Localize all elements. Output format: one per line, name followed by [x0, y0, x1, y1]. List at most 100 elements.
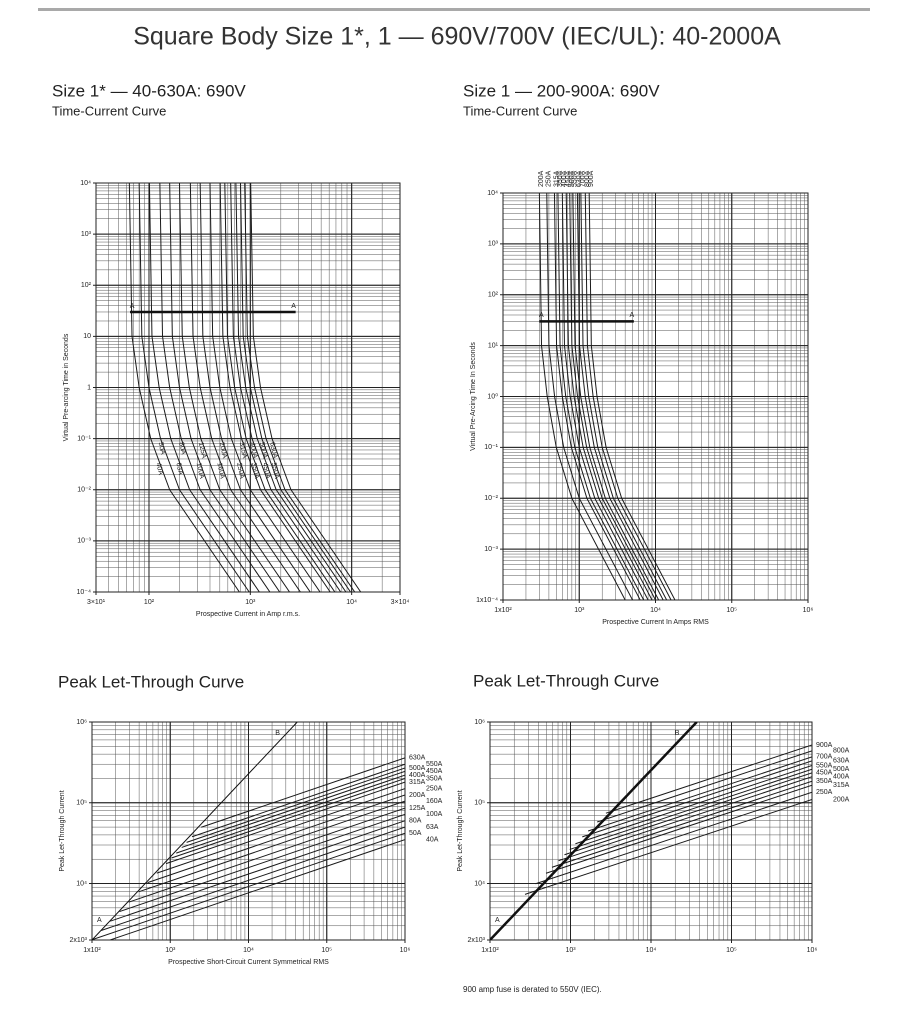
series-label: 450A [426, 768, 443, 775]
y-tick-label: 1x10⁻⁴ [476, 597, 498, 604]
curve [147, 794, 405, 884]
x-tick-label: 10⁶ [807, 947, 818, 954]
series-label: 350A [250, 462, 260, 480]
plot-area [92, 722, 405, 940]
x-tick-label: 10³ [165, 947, 176, 954]
series-label: 630A [268, 442, 278, 460]
series-label: 315A [553, 170, 560, 187]
series-label: 500A [258, 442, 268, 460]
series-label: 40A [154, 462, 164, 476]
series-label: 250A [426, 785, 443, 792]
series-label: 400A [833, 774, 850, 781]
curve [545, 784, 812, 874]
series-label: 80A [409, 818, 422, 825]
series-label: 125A [409, 805, 426, 812]
y-tick-label: 2x10³ [467, 937, 485, 944]
y-tick-label: 10⁴ [76, 880, 87, 887]
x-tick-label: 10⁶ [803, 607, 814, 614]
chart-subtitle: Time-Current Curve [463, 103, 577, 118]
x-tick-label: 10³ [574, 607, 585, 614]
series-label: 350A [426, 775, 443, 782]
curve [186, 767, 405, 843]
page-title: Square Body Size 1*, 1 — 690V/700V (IEC/… [133, 23, 781, 51]
curve [569, 768, 812, 850]
x-tick-label: 10⁵ [321, 947, 332, 954]
chart-title: Peak Let-Through Curve [58, 672, 244, 691]
curve [110, 820, 405, 922]
series-label: 63A [174, 462, 184, 476]
curve [524, 798, 812, 895]
series-label: 700A [580, 170, 587, 187]
y-axis-title: Virtual Pre-arcing Time in Seconds [63, 333, 70, 441]
x-tick-label: 10⁶ [400, 947, 411, 954]
y-tick-label: 10⁶ [76, 719, 87, 726]
chart-title: Peak Let-Through Curve [473, 671, 659, 690]
reference-label: A [630, 312, 635, 319]
series-label: 350A [557, 170, 564, 187]
y-tick-label: 10⁵ [474, 800, 485, 807]
series-label: 630A [576, 170, 583, 187]
curve [165, 781, 405, 865]
y-tick-label: 10 [83, 333, 91, 340]
diagonal-label: B [275, 730, 280, 737]
y-tick-label: 10⁻² [77, 487, 91, 494]
curve [575, 764, 812, 845]
series-label: 630A [833, 758, 850, 765]
x-tick-label: 1x10² [481, 947, 499, 954]
y-tick-label: 10³ [81, 231, 92, 238]
plot-area [490, 722, 812, 940]
curve [551, 780, 812, 868]
series-label: 250A [235, 462, 245, 480]
curve [171, 777, 405, 859]
chart: Size 1 — 200-900A: 690V Time-Current Curv… [463, 81, 813, 625]
series-label: 800A [584, 170, 591, 187]
chart-title: Size 1 — 200-900A: 690V [463, 81, 660, 100]
series-label: 100A [426, 811, 443, 818]
series-label: 50A [157, 442, 167, 456]
x-axis-title: Prospective Current In Amps RMS [602, 619, 709, 626]
curve [156, 788, 405, 874]
series-label: 550A [426, 761, 443, 768]
y-tick-label: 10⁶ [474, 719, 485, 726]
y-tick-label: 10⁰ [487, 392, 498, 400]
series-label: 400A [409, 772, 426, 779]
curve [191, 763, 405, 838]
y-axis-title: Peak Let-Through Current [59, 790, 66, 871]
series-label: 550A [270, 462, 280, 480]
series-label: 550A [816, 762, 833, 769]
curve [108, 839, 405, 940]
chart: Peak Let-Through Curve 1x10² 10³ 10⁴ 10⁵ 10⁶ 1… [58, 672, 443, 965]
series-label: 100A [195, 462, 205, 480]
curve [596, 750, 812, 823]
curve [605, 744, 812, 814]
y-tick-label: 10¹ [488, 342, 499, 349]
diagonal-label: B [675, 730, 680, 737]
y-tick-label: 10⁴ [487, 190, 498, 197]
y-tick-label: 10⁵ [76, 800, 87, 807]
series-label: 80A [177, 442, 187, 456]
series-label: 200A [538, 170, 545, 187]
curve [101, 826, 405, 932]
series-label: 630A [409, 755, 426, 762]
y-tick-label: 10⁻³ [484, 546, 498, 553]
series-label: 450A [816, 770, 833, 777]
reference-label: A [130, 303, 135, 310]
y-tick-label: 10⁻³ [77, 538, 91, 545]
x-tick-label: 10⁵ [726, 607, 737, 614]
chart-subtitle: Time-Current Curve [52, 103, 166, 118]
series-label: 700A [816, 754, 833, 761]
series-label: 63A [426, 824, 439, 831]
series-label: 250A [546, 170, 553, 187]
x-tick-label: 1x10² [494, 607, 512, 614]
series-label: 550A [572, 170, 579, 187]
x-tick-label: 1x10² [83, 947, 101, 954]
y-tick-label: 10⁻¹ [77, 435, 91, 442]
reference-label: A [291, 303, 296, 310]
series-label: 125A [197, 442, 207, 460]
chart-title: Size 1* — 40-630A: 690V [52, 81, 246, 100]
series-label: 160A [426, 798, 443, 805]
y-tick-label: 10⁻² [484, 495, 498, 502]
x-tick-label: 10⁴ [243, 947, 254, 954]
series-label: 315A [409, 779, 426, 786]
